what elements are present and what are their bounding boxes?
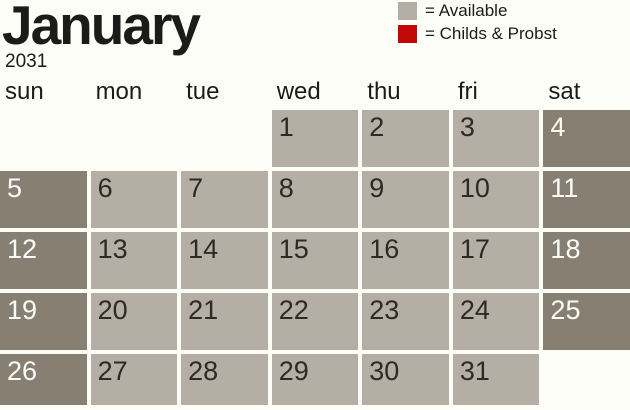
calendar-day-10[interactable]: 10 (452, 171, 540, 228)
day-number: 29 (278, 356, 309, 386)
calendar-day-empty (0, 110, 87, 167)
day-number: 5 (7, 173, 23, 203)
day-number: 3 (459, 112, 475, 142)
legend-label-available: = Available (425, 1, 508, 20)
calendar-day-9[interactable]: 9 (362, 171, 449, 228)
calendar-day-30[interactable]: 30 (362, 354, 449, 405)
day-number: 14 (188, 234, 219, 264)
calendar-day-empty (543, 354, 630, 405)
day-number: 22 (278, 295, 309, 325)
day-number: 28 (188, 356, 219, 386)
page-title: January (2, 0, 201, 56)
day-number: 11 (550, 173, 579, 203)
calendar-day-17[interactable]: 17 (452, 232, 540, 289)
calendar-grid: sun mon tue wed thu fri sat 1 2 3 4 5 6 7 8 9 10 11 12 13 14… (0, 78, 630, 405)
calendar-day-27[interactable]: 27 (90, 354, 178, 405)
day-number: 20 (97, 295, 128, 325)
calendar-day-7[interactable]: 7 (181, 171, 268, 228)
calendar-day-14[interactable]: 14 (181, 232, 268, 289)
calendar-day-31[interactable]: 31 (452, 354, 540, 405)
calendar-day-15[interactable]: 15 (271, 232, 359, 289)
calendar-day-20[interactable]: 20 (90, 293, 178, 350)
calendar-day-3[interactable]: 3 (452, 110, 540, 167)
day-number: 2 (369, 112, 385, 142)
day-number: 7 (188, 173, 204, 203)
legend: = Available = Childs & Probst (398, 2, 557, 48)
day-number: 26 (7, 356, 38, 386)
calendar-day-empty (91, 110, 178, 167)
day-number: 17 (459, 234, 490, 264)
day-number: 25 (550, 295, 581, 325)
calendar-day-22[interactable]: 22 (271, 293, 359, 350)
day-number: 27 (97, 356, 128, 386)
calendar-day-28[interactable]: 28 (181, 354, 268, 405)
day-number: 24 (459, 295, 490, 325)
legend-item-available: = Available (398, 2, 557, 20)
calendar-day-26[interactable]: 26 (0, 354, 87, 405)
calendar-day-4[interactable]: 4 (543, 110, 630, 167)
calendar-day-21[interactable]: 21 (181, 293, 268, 350)
day-number: 19 (7, 295, 38, 325)
day-header-fri: fri (457, 78, 478, 105)
calendar-day-23[interactable]: 23 (362, 293, 449, 350)
day-number: 23 (369, 295, 400, 325)
day-number: 1 (278, 112, 294, 142)
calendar-title-block: January 2031 (2, 0, 201, 72)
calendar-day-18[interactable]: 18 (543, 232, 630, 289)
legend-item-childs-probst: = Childs & Probst (398, 25, 557, 43)
calendar-day-25[interactable]: 25 (543, 293, 630, 350)
day-header-sat: sat (548, 78, 581, 105)
calendar-day-8[interactable]: 8 (271, 171, 359, 228)
day-number: 18 (550, 234, 581, 264)
calendar-day-2[interactable]: 2 (362, 110, 449, 167)
day-header-mon: mon (95, 78, 143, 105)
calendar-day-16[interactable]: 16 (362, 232, 449, 289)
day-number: 21 (188, 295, 219, 325)
legend-label-childs-probst: = Childs & Probst (425, 24, 557, 43)
day-header-thu: thu (367, 78, 401, 105)
day-number: 8 (278, 173, 294, 203)
calendar-day-19[interactable]: 19 (0, 293, 87, 350)
year-label: 2031 (5, 51, 48, 72)
calendar-day-13[interactable]: 13 (90, 232, 178, 289)
day-number: 13 (97, 234, 128, 264)
day-number: 4 (550, 112, 566, 142)
available-color-swatch (398, 2, 417, 20)
day-number: 16 (369, 234, 400, 264)
calendar-day-29[interactable]: 29 (271, 354, 359, 405)
day-header-sun: sun (5, 78, 44, 105)
booked-color-swatch (398, 25, 417, 43)
calendar-day-6[interactable]: 6 (90, 171, 178, 228)
calendar-day-5[interactable]: 5 (0, 171, 87, 228)
day-header-wed: wed (276, 78, 321, 105)
day-number: 15 (278, 234, 309, 264)
day-number: 6 (97, 173, 113, 203)
calendar-day-11[interactable]: 11 (543, 171, 630, 228)
calendar-day-24[interactable]: 24 (452, 293, 540, 350)
day-number: 10 (459, 173, 490, 203)
calendar-day-empty (181, 110, 268, 167)
calendar-day-12[interactable]: 12 (0, 232, 87, 289)
calendar-day-1[interactable]: 1 (271, 110, 359, 167)
day-header-tue: tue (186, 78, 220, 105)
day-number: 12 (7, 234, 38, 264)
day-number: 30 (369, 356, 400, 386)
day-number: 9 (369, 173, 385, 203)
day-number: 31 (459, 356, 490, 386)
